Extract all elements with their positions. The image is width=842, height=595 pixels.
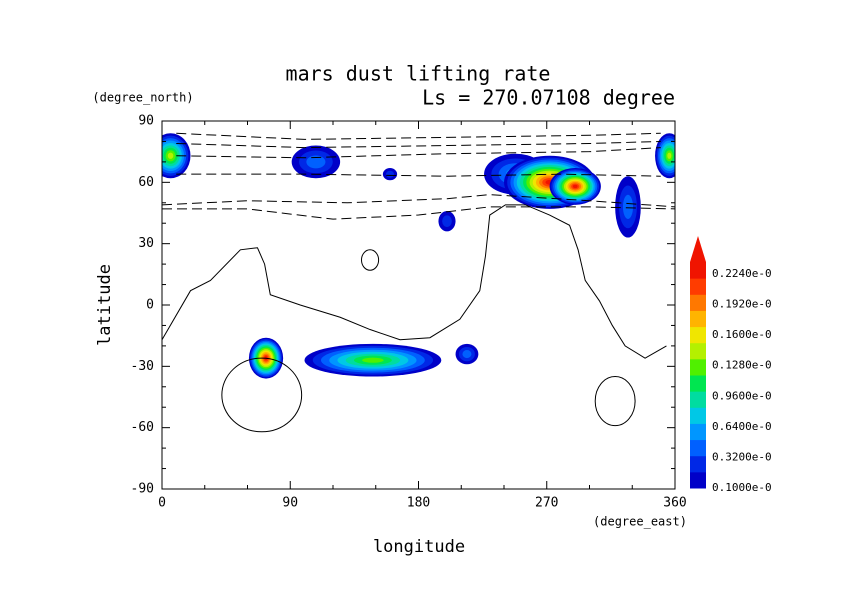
colorbar-band xyxy=(690,375,706,392)
colorbar-label: 0.2240e-0 xyxy=(712,267,772,280)
colorbar-label: 0.1000e-0 xyxy=(712,481,772,494)
colorbar-band xyxy=(690,262,706,279)
colorbar-label: 0.1600e-0 xyxy=(712,328,772,341)
dust-patch xyxy=(362,357,384,363)
x-tick-label: 360 xyxy=(663,496,686,511)
dust-patch xyxy=(167,152,174,159)
closed-contour xyxy=(361,249,380,271)
chart-subtitle: Ls = 270.07108 degree xyxy=(422,86,675,110)
closed-contour xyxy=(594,376,636,427)
y-tick-label: 60 xyxy=(138,175,154,190)
colorbar-band xyxy=(690,358,706,376)
contour-line xyxy=(162,194,675,208)
contour-line xyxy=(162,204,667,359)
contour-line xyxy=(176,132,661,140)
colorbar-band xyxy=(690,310,706,328)
x-axis-label: longitude xyxy=(373,537,465,557)
contour-line xyxy=(176,147,661,159)
dust-patch xyxy=(385,170,395,178)
contour-line xyxy=(176,173,661,177)
y-tick-label: 0 xyxy=(146,298,154,313)
y-tick-label: -60 xyxy=(131,420,154,435)
contour-line xyxy=(162,206,675,220)
dust-patch xyxy=(462,350,472,359)
y-tick-label: 90 xyxy=(138,114,154,129)
dust-patch xyxy=(306,155,326,169)
plot-layer xyxy=(162,132,675,433)
y-tick-label: 30 xyxy=(138,236,154,251)
colorbar-label: 0.3200e-0 xyxy=(712,450,772,463)
x-tick-label: 270 xyxy=(535,496,558,511)
colorbar-band xyxy=(690,391,706,408)
colorbar-label: 0.1280e-0 xyxy=(712,359,772,372)
colorbar-band xyxy=(690,278,706,295)
y-axis-label: latitude xyxy=(95,264,115,346)
y-tick-label: -90 xyxy=(131,482,154,497)
x-tick-label: 90 xyxy=(282,496,298,511)
colorbar-label: 0.1920e-0 xyxy=(712,298,772,311)
colorbar-band xyxy=(690,455,706,473)
dust-patch xyxy=(442,215,452,227)
y-unit: (degree_north) xyxy=(92,91,193,105)
colorbar-band xyxy=(690,342,706,360)
contour-line xyxy=(176,140,661,149)
dust-patch xyxy=(667,152,672,159)
x-tick-label: 0 xyxy=(158,496,166,511)
colorbar-band xyxy=(690,423,706,441)
colorbar-band xyxy=(690,471,706,489)
x-tick-label: 180 xyxy=(407,496,430,511)
x-unit: (degree_east) xyxy=(593,515,687,529)
colorbar-label: 0.9600e-0 xyxy=(712,389,772,402)
colorbar-label: 0.6400e-0 xyxy=(712,420,772,433)
colorbar-arrow xyxy=(690,236,706,262)
colorbar-band xyxy=(690,407,706,424)
chart-title: mars dust lifting rate xyxy=(286,62,551,86)
closed-contour xyxy=(221,357,303,433)
y-tick-label: -30 xyxy=(131,359,154,374)
colorbar-band xyxy=(690,439,706,457)
dust-patch xyxy=(572,184,578,189)
colorbar-band xyxy=(690,326,706,344)
colorbar-band xyxy=(690,294,706,311)
dust-patch xyxy=(622,194,634,219)
